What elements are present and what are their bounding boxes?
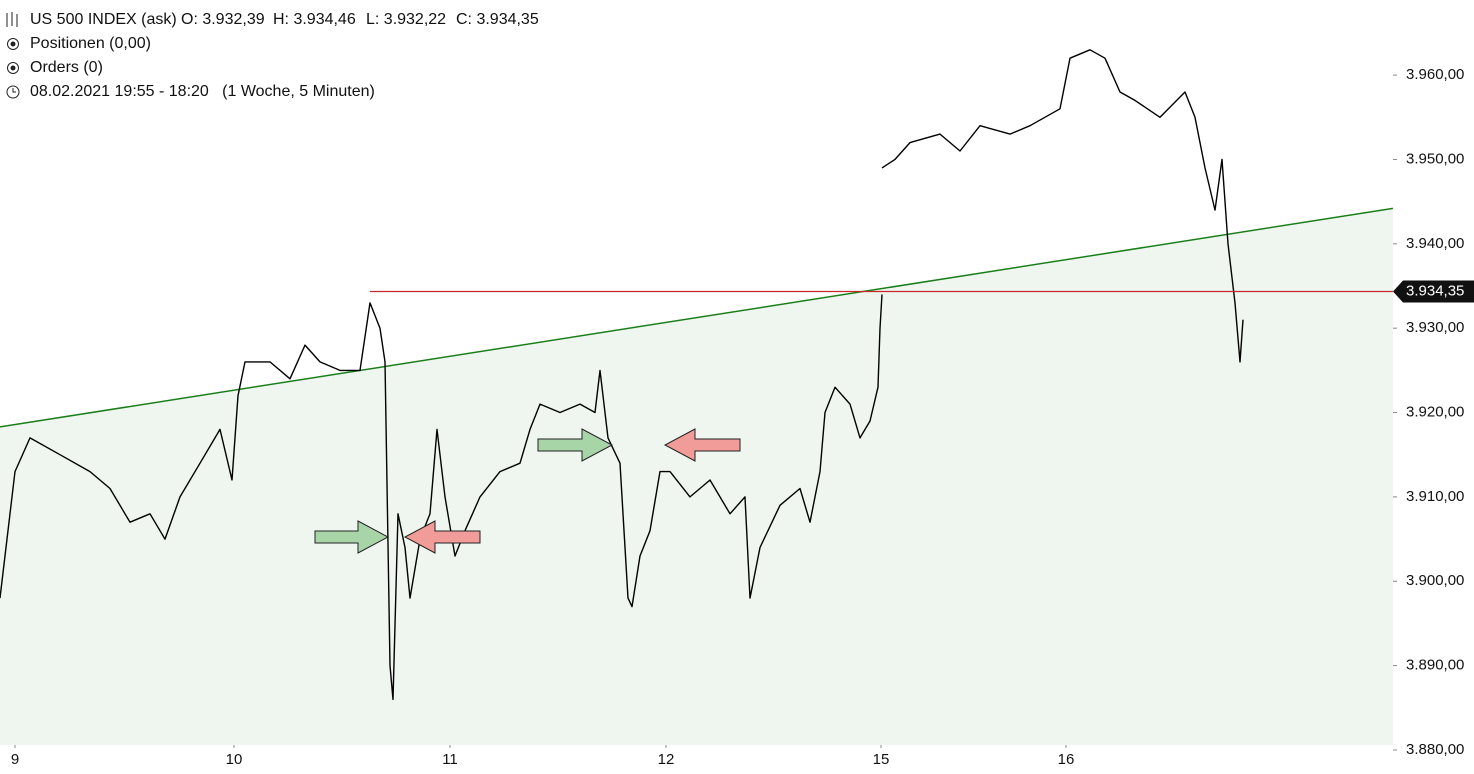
y-tick-label: 3.880,00 bbox=[1406, 741, 1464, 758]
info-open: O: 3.932,39 bbox=[181, 11, 265, 28]
y-tick-label: 3.930,00 bbox=[1406, 319, 1464, 336]
info-close: C: 3.934,35 bbox=[456, 11, 539, 28]
clock-hands bbox=[12, 88, 16, 93]
y-tick-label: 3.900,00 bbox=[1406, 572, 1464, 589]
clock-icon bbox=[6, 85, 20, 99]
arrow-buy bbox=[314, 520, 390, 554]
x-tick-label: 15 bbox=[873, 751, 890, 768]
y-tick-label: 3.950,00 bbox=[1406, 150, 1464, 167]
info-low: L: 3.932,22 bbox=[366, 11, 446, 28]
positions[interactable]: Positionen (0,00) bbox=[30, 35, 151, 52]
orders-icon-dot bbox=[10, 65, 16, 71]
arrow-buy bbox=[537, 428, 614, 462]
x-tick-label: 16 bbox=[1058, 751, 1075, 768]
period: 08.02.2021 19:55 - 18:20 (1 Woche, 5 Min… bbox=[30, 83, 375, 100]
arrow-sell bbox=[663, 428, 741, 462]
last-price-tag bbox=[1393, 280, 1474, 303]
trendline bbox=[0, 207, 1394, 428]
x-tick-label: 11 bbox=[442, 751, 458, 768]
positions-icon-dot bbox=[10, 41, 16, 47]
y-tick-label: 3.920,00 bbox=[1406, 404, 1464, 421]
orders[interactable]: Orders (0) bbox=[30, 59, 103, 76]
y-tick-label: 3.890,00 bbox=[1406, 657, 1464, 674]
last-price-label: 3.934,35 bbox=[1406, 282, 1464, 299]
info-high: H: 3.934,46 bbox=[273, 11, 356, 28]
x-tick-label: 9 bbox=[11, 751, 19, 768]
header: US 500 INDEX (ask) O: 3.932,39 H: 3.934,… bbox=[6, 11, 539, 100]
chart-icon bbox=[6, 12, 18, 27]
y-tick-label: 3.940,00 bbox=[1406, 235, 1464, 252]
positions-icon bbox=[7, 38, 19, 50]
trend-fill bbox=[0, 208, 1393, 746]
title: US 500 INDEX (ask) bbox=[30, 11, 177, 28]
x-tick-label: 12 bbox=[658, 751, 675, 768]
y-tick-label: 3.960,00 bbox=[1406, 66, 1464, 83]
orders-icon bbox=[7, 62, 19, 74]
price-line bbox=[0, 49, 1244, 701]
arrow-sell bbox=[403, 520, 481, 554]
arrows bbox=[314, 428, 741, 554]
plot: 3.880,00 3.890,00 3.900,00 3.910,00 3.920,00… bbox=[0, 49, 1474, 768]
x-tick-label: 10 bbox=[226, 751, 243, 768]
y-tick-label: 3.910,00 bbox=[1406, 488, 1464, 505]
